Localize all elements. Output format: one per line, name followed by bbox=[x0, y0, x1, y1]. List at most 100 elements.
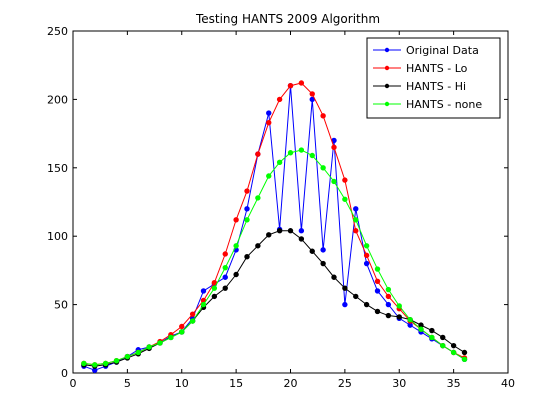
data-point bbox=[331, 144, 337, 150]
data-point bbox=[179, 329, 185, 335]
x-tick-label: 25 bbox=[338, 377, 352, 390]
data-point bbox=[320, 247, 326, 253]
data-point bbox=[461, 349, 468, 356]
data-point bbox=[342, 196, 348, 202]
data-point bbox=[385, 293, 392, 300]
data-point bbox=[320, 260, 326, 267]
data-point bbox=[450, 342, 457, 349]
data-point bbox=[374, 278, 381, 285]
data-point bbox=[298, 236, 305, 242]
data-point bbox=[233, 217, 239, 223]
legend-label: HANTS - Hi bbox=[406, 80, 466, 93]
data-point bbox=[287, 150, 294, 156]
data-point bbox=[385, 312, 392, 319]
legend-label: HANTS - Lo bbox=[406, 62, 468, 75]
x-tick-label: 40 bbox=[501, 377, 515, 390]
data-point bbox=[342, 285, 348, 291]
data-point bbox=[211, 285, 218, 291]
data-point bbox=[276, 159, 283, 166]
data-point bbox=[276, 96, 283, 103]
data-point bbox=[429, 334, 435, 341]
x-tick-label: 20 bbox=[284, 377, 298, 390]
y-tick-label: 50 bbox=[54, 299, 68, 312]
data-point bbox=[309, 91, 315, 97]
data-point bbox=[157, 340, 163, 346]
data-point bbox=[222, 285, 228, 291]
data-point bbox=[255, 243, 261, 249]
data-point bbox=[189, 311, 196, 317]
y-tick-label: 0 bbox=[61, 367, 68, 380]
data-point bbox=[113, 357, 120, 364]
data-point bbox=[244, 217, 250, 223]
data-point bbox=[287, 228, 294, 234]
y-axis: 0 50 100 150 200 250 bbox=[47, 25, 508, 380]
chart-title: Testing HANTS 2009 Algorithm bbox=[195, 12, 380, 26]
data-point bbox=[298, 80, 305, 86]
legend-item: HANTS - Lo bbox=[373, 62, 468, 75]
data-point bbox=[331, 274, 337, 280]
data-point bbox=[233, 271, 239, 278]
data-point bbox=[396, 303, 402, 309]
data-point bbox=[211, 280, 218, 286]
legend-item: Original Data bbox=[373, 44, 479, 57]
data-point bbox=[440, 334, 446, 341]
data-point bbox=[450, 349, 457, 356]
data-point bbox=[287, 83, 294, 89]
data-point bbox=[266, 110, 272, 116]
data-point bbox=[200, 301, 207, 308]
legend-swatch-marker bbox=[384, 47, 390, 53]
x-axis: 0 5 10 15 20 25 30 35 40 bbox=[70, 31, 515, 390]
data-point bbox=[244, 206, 250, 212]
x-tick-label: 10 bbox=[175, 377, 189, 390]
data-point bbox=[309, 248, 315, 254]
data-point bbox=[222, 264, 228, 271]
legend-label: HANTS - none bbox=[406, 98, 482, 111]
data-point bbox=[363, 243, 370, 249]
data-point bbox=[331, 178, 337, 185]
data-point bbox=[233, 243, 239, 249]
data-point bbox=[200, 288, 207, 294]
data-point bbox=[363, 260, 370, 267]
x-tick-label: 5 bbox=[124, 377, 131, 390]
data-point bbox=[102, 360, 109, 367]
data-point bbox=[407, 316, 413, 323]
data-point bbox=[179, 323, 185, 330]
series-hants-none bbox=[81, 147, 468, 368]
data-point bbox=[211, 293, 218, 300]
x-tick-label: 35 bbox=[447, 377, 461, 390]
data-point bbox=[222, 251, 228, 257]
legend-label: Original Data bbox=[406, 44, 479, 57]
data-point bbox=[374, 308, 381, 315]
data-point bbox=[124, 353, 131, 360]
data-point bbox=[429, 327, 435, 334]
data-point bbox=[396, 314, 402, 320]
data-point bbox=[374, 288, 381, 294]
legend-item: HANTS - none bbox=[373, 98, 482, 111]
legend-swatch-marker bbox=[384, 83, 390, 89]
data-point bbox=[385, 286, 392, 293]
data-point bbox=[81, 360, 87, 367]
legend: Original Data HANTS - Lo HANTS - Hi HANTS -… bbox=[366, 37, 501, 119]
data-point bbox=[418, 326, 424, 332]
legend-item: HANTS - Hi bbox=[373, 80, 466, 93]
data-point bbox=[135, 349, 141, 356]
data-point bbox=[374, 266, 381, 272]
data-point bbox=[244, 254, 250, 260]
data-point bbox=[342, 177, 348, 183]
legend-swatch-marker bbox=[384, 65, 390, 71]
data-point bbox=[320, 165, 326, 171]
data-point bbox=[363, 301, 370, 308]
x-tick-label: 15 bbox=[229, 377, 243, 390]
x-tick-label: 30 bbox=[392, 377, 406, 390]
y-tick-label: 250 bbox=[47, 25, 68, 38]
data-point bbox=[92, 362, 98, 368]
data-point bbox=[255, 195, 261, 201]
data-point bbox=[309, 152, 315, 159]
data-point bbox=[385, 301, 392, 308]
data-point bbox=[320, 113, 326, 119]
y-tick-label: 100 bbox=[47, 230, 68, 243]
data-point bbox=[353, 228, 359, 234]
data-point bbox=[276, 228, 283, 234]
legend-swatch-marker bbox=[384, 101, 390, 107]
